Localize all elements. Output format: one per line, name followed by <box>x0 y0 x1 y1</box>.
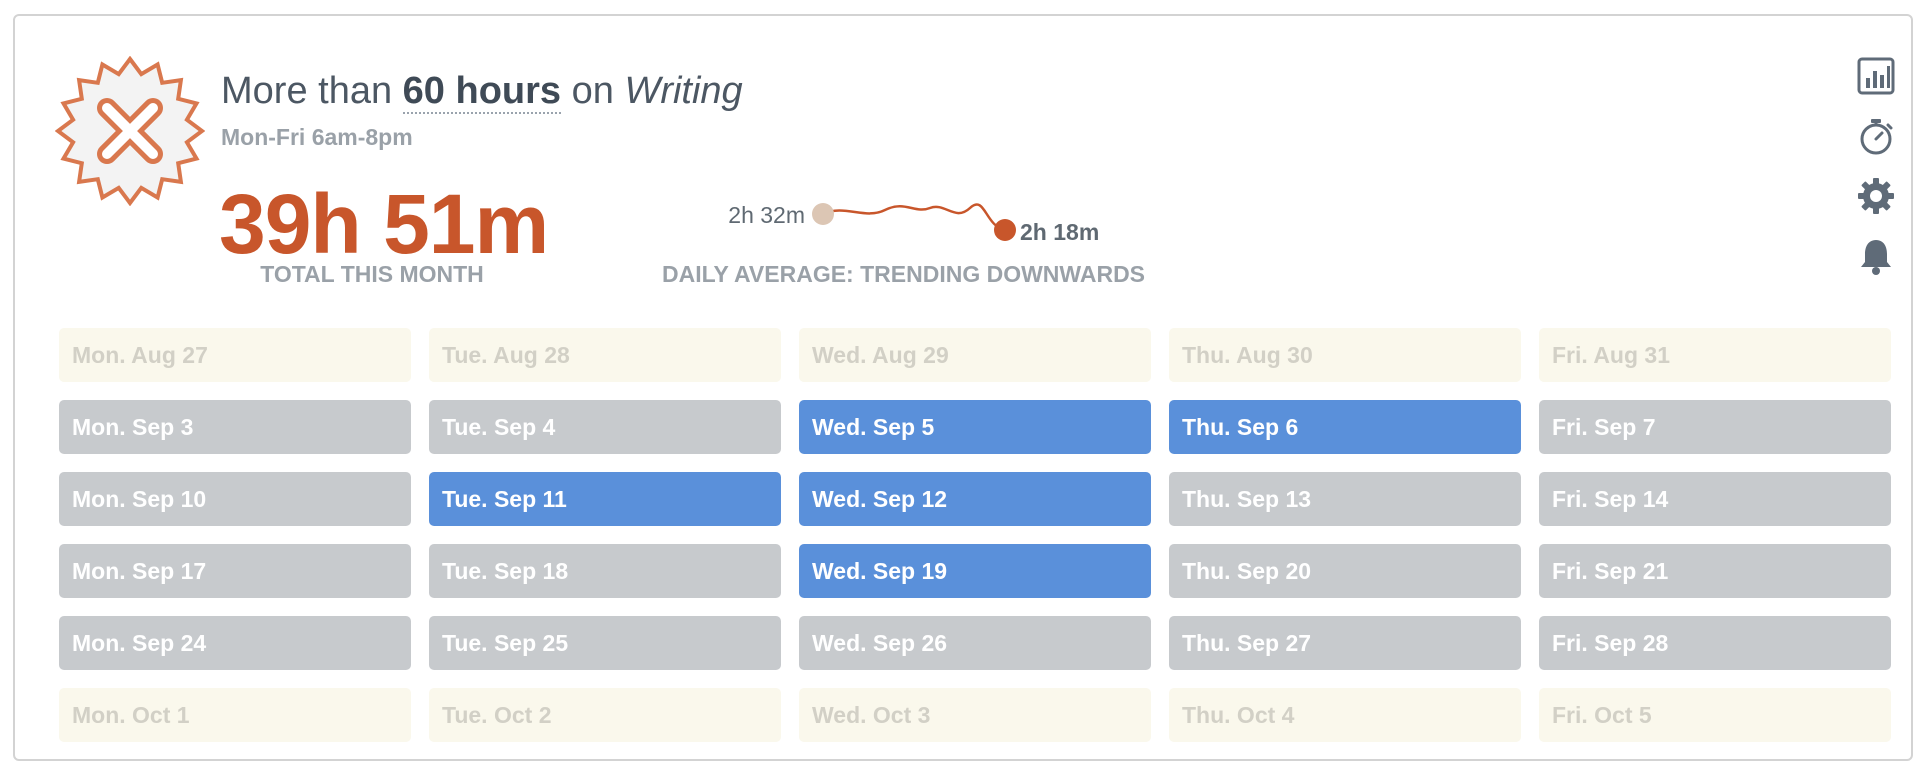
calendar-day-future[interactable]: Mon. Oct 1 <box>59 688 411 742</box>
calendar-day-miss[interactable]: Thu. Sep 13 <box>1169 472 1521 526</box>
calendar-day-miss[interactable]: Tue. Sep 18 <box>429 544 781 598</box>
calendar-day-miss[interactable]: Fri. Sep 14 <box>1539 472 1891 526</box>
calendar-week-row: Mon. Sep 3 Tue. Sep 4 Wed. Sep 5 Thu. Sep 6… <box>59 400 1891 454</box>
calendar-day-miss[interactable]: Fri. Sep 28 <box>1539 616 1891 670</box>
calendar-day-miss[interactable]: Fri. Sep 21 <box>1539 544 1891 598</box>
calendar-day-miss[interactable]: Thu. Sep 27 <box>1169 616 1521 670</box>
goal-schedule: Mon-Fri 6am-8pm <box>221 124 413 150</box>
calendar-day-miss[interactable]: Wed. Sep 26 <box>799 616 1151 670</box>
calendar-day-hit[interactable]: Tue. Sep 11 <box>429 472 781 526</box>
calendar-week-row: Mon. Sep 24 Tue. Sep 25 Wed. Sep 26 Thu. Se… <box>59 616 1891 670</box>
calendar-day-hit[interactable]: Wed. Sep 12 <box>799 472 1151 526</box>
total-label: TOTAL THIS MONTH <box>260 261 484 287</box>
calendar-day-future[interactable]: Wed. Oct 3 <box>799 688 1151 742</box>
trend-start-dot <box>812 203 834 225</box>
goal-category: Writing <box>624 70 743 112</box>
calendar-day-hit[interactable]: Thu. Sep 6 <box>1169 400 1521 454</box>
calendar-week-row: Mon. Sep 10 Tue. Sep 11 Wed. Sep 12 Thu. Se… <box>59 472 1891 526</box>
calendar-day-miss[interactable]: Tue. Sep 4 <box>429 400 781 454</box>
trend-line <box>822 203 1006 232</box>
calendar-day-miss[interactable]: Mon. Sep 17 <box>59 544 411 598</box>
calendar-day-future[interactable]: Fri. Oct 5 <box>1539 688 1891 742</box>
trend-sparkline <box>812 203 1016 241</box>
calendar-day-hit[interactable]: Wed. Sep 19 <box>799 544 1151 598</box>
calendar-week-row: Mon. Aug 27 Tue. Aug 28 Wed. Aug 29 Thu. Au… <box>59 328 1891 382</box>
reports-chart-icon[interactable] <box>1856 56 1896 96</box>
calendar-day-miss[interactable]: Fri. Sep 7 <box>1539 400 1891 454</box>
total-value: 39h 51m <box>219 177 549 271</box>
trend-label: DAILY AVERAGE: TRENDING DOWNWARDS <box>662 261 1146 287</box>
goal-middle: on <box>571 70 614 112</box>
failed-x-badge-icon <box>55 56 205 206</box>
goal-card: More than 60 hours on Writing Mon-Fri 6a… <box>13 14 1913 761</box>
calendar-day-miss[interactable]: Mon. Sep 3 <box>59 400 411 454</box>
goal-prefix: More than <box>221 70 393 112</box>
settings-gear-icon[interactable] <box>1856 176 1896 216</box>
calendar-day-miss[interactable]: Mon. Sep 24 <box>59 616 411 670</box>
goal-amount-link[interactable]: 60 hours <box>402 70 562 114</box>
calendar-week-row: Mon. Oct 1 Tue. Oct 2 Wed. Oct 3 Thu. Oct 4… <box>59 688 1891 742</box>
calendar-day-past-out[interactable]: Mon. Aug 27 <box>59 328 411 382</box>
stopwatch-icon[interactable] <box>1856 116 1896 156</box>
calendar-day-hit[interactable]: Wed. Sep 5 <box>799 400 1151 454</box>
trend-start-label: 2h 32m <box>728 202 805 228</box>
calendar-day-miss[interactable]: Thu. Sep 20 <box>1169 544 1521 598</box>
calendar-day-past-out[interactable]: Thu. Aug 30 <box>1169 328 1521 382</box>
action-icons <box>1851 56 1901 296</box>
calendar-day-miss[interactable]: Tue. Sep 25 <box>429 616 781 670</box>
calendar-day-past-out[interactable]: Fri. Aug 31 <box>1539 328 1891 382</box>
calendar-day-future[interactable]: Thu. Oct 4 <box>1169 688 1521 742</box>
calendar-week-row: Mon. Sep 17 Tue. Sep 18 Wed. Sep 19 Thu. Se… <box>59 544 1891 598</box>
trend-end-dot <box>994 219 1016 241</box>
calendar-day-past-out[interactable]: Wed. Aug 29 <box>799 328 1151 382</box>
calendar-day-future[interactable]: Tue. Oct 2 <box>429 688 781 742</box>
notification-bell-icon[interactable] <box>1856 236 1896 276</box>
calendar-day-miss[interactable]: Mon. Sep 10 <box>59 472 411 526</box>
calendar-grid: Mon. Aug 27 Tue. Aug 28 Wed. Aug 29 Thu. Au… <box>59 328 1891 760</box>
calendar-day-past-out[interactable]: Tue. Aug 28 <box>429 328 781 382</box>
goal-title: More than 60 hours on Writing <box>221 70 743 114</box>
trend-end-label: 2h 18m <box>1020 219 1100 245</box>
